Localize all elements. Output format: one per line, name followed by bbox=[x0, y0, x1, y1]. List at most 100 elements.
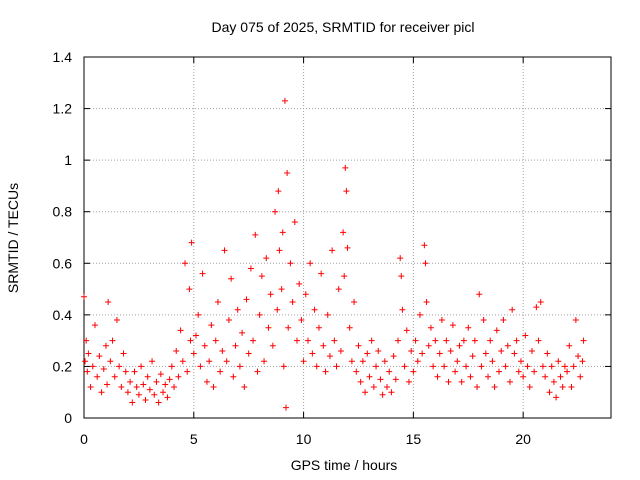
data-point-marker bbox=[410, 368, 417, 375]
data-point-marker bbox=[471, 337, 478, 344]
data-point-marker bbox=[100, 366, 107, 373]
data-point-marker bbox=[84, 368, 91, 375]
data-point-marker bbox=[177, 327, 184, 334]
data-point-marker bbox=[153, 378, 160, 385]
data-point-marker bbox=[250, 337, 257, 344]
data-point-marker bbox=[168, 363, 175, 370]
x-tick-label: 15 bbox=[406, 431, 422, 447]
data-point-marker bbox=[179, 358, 186, 365]
data-point-marker bbox=[302, 291, 309, 298]
data-point-marker bbox=[496, 368, 503, 375]
data-point-marker bbox=[245, 350, 252, 357]
data-point-marker bbox=[441, 363, 448, 370]
data-point-marker bbox=[467, 373, 474, 380]
data-point-marker bbox=[171, 384, 178, 391]
data-point-marker bbox=[131, 368, 138, 375]
data-point-marker bbox=[463, 363, 470, 370]
data-point-marker bbox=[577, 373, 584, 380]
data-point-marker bbox=[384, 384, 391, 391]
data-point-marker bbox=[81, 293, 87, 300]
data-point-marker bbox=[219, 347, 226, 354]
data-point-marker bbox=[223, 358, 230, 365]
data-point-marker bbox=[203, 378, 210, 385]
data-point-marker bbox=[275, 188, 282, 195]
data-point-marker bbox=[460, 337, 467, 344]
data-point-marker bbox=[524, 363, 531, 370]
data-point-marker bbox=[337, 347, 344, 354]
data-point-marker bbox=[447, 347, 454, 354]
data-point-marker bbox=[579, 358, 586, 365]
data-point-marker bbox=[201, 342, 208, 349]
data-point-marker bbox=[151, 391, 158, 398]
y-tick-label: 0.6 bbox=[53, 255, 73, 271]
data-point-marker bbox=[160, 389, 167, 396]
y-tick-label: 0.8 bbox=[53, 204, 73, 220]
data-point-marker bbox=[82, 358, 89, 365]
data-point-marker bbox=[280, 363, 287, 370]
data-point-marker bbox=[373, 363, 380, 370]
data-point-marker bbox=[489, 358, 496, 365]
data-point-marker bbox=[118, 384, 125, 391]
data-point-marker bbox=[379, 391, 386, 398]
data-point-marker bbox=[190, 350, 197, 357]
y-axis-ticks: 0 0.2 0.4 0.6 0.8 1 1.2 1.4 bbox=[53, 49, 611, 426]
data-point-marker bbox=[320, 342, 327, 349]
data-point-marker bbox=[285, 324, 292, 331]
data-point-marker bbox=[258, 273, 265, 280]
data-point-marker bbox=[341, 273, 348, 280]
data-point-marker bbox=[187, 337, 194, 344]
data-point-marker bbox=[291, 219, 298, 226]
data-point-marker bbox=[482, 350, 489, 357]
data-point-marker bbox=[575, 353, 582, 360]
data-point-marker bbox=[553, 394, 560, 401]
data-point-marker bbox=[443, 337, 450, 344]
y-axis-label: SRMTID / TECUs bbox=[5, 183, 21, 293]
data-point-marker bbox=[105, 298, 112, 305]
data-point-marker bbox=[572, 317, 579, 324]
data-point-marker bbox=[528, 347, 535, 354]
data-point-marker bbox=[493, 327, 500, 334]
data-point-marker bbox=[188, 239, 195, 246]
data-point-marker bbox=[474, 384, 481, 391]
data-point-marker bbox=[421, 242, 428, 249]
data-point-marker bbox=[155, 399, 162, 406]
data-point-marker bbox=[381, 358, 388, 365]
data-point-marker bbox=[465, 324, 472, 331]
data-point-marker bbox=[500, 317, 507, 324]
data-point-marker bbox=[362, 389, 369, 396]
data-point-marker bbox=[397, 255, 404, 262]
data-point-marker bbox=[504, 342, 511, 349]
data-point-marker bbox=[480, 317, 487, 324]
data-point-marker bbox=[287, 260, 294, 267]
data-point-marker bbox=[274, 306, 281, 313]
data-point-marker bbox=[436, 350, 443, 357]
data-point-marker bbox=[289, 298, 296, 305]
data-point-marker bbox=[557, 373, 564, 380]
data-point-marker bbox=[195, 311, 202, 318]
data-point-marker bbox=[357, 378, 364, 385]
data-point-marker bbox=[491, 384, 498, 391]
grid-lines bbox=[84, 57, 611, 418]
data-point-marker bbox=[432, 337, 439, 344]
data-point-marker bbox=[144, 373, 151, 380]
data-point-marker bbox=[140, 381, 147, 388]
x-tick-label: 10 bbox=[296, 431, 312, 447]
data-point-marker bbox=[283, 404, 290, 411]
data-point-marker bbox=[232, 342, 239, 349]
data-point-marker bbox=[272, 208, 279, 215]
data-point-marker bbox=[487, 337, 494, 344]
data-point-marker bbox=[566, 342, 573, 349]
data-point-marker bbox=[335, 286, 342, 293]
data-point-marker bbox=[509, 306, 516, 313]
data-point-marker bbox=[182, 260, 189, 267]
data-point-marker bbox=[281, 97, 288, 104]
data-point-marker bbox=[307, 260, 314, 267]
data-point-marker bbox=[230, 373, 237, 380]
data-point-marker bbox=[313, 363, 320, 370]
data-point-marker bbox=[348, 358, 355, 365]
data-point-marker bbox=[96, 353, 103, 360]
data-point-marker bbox=[210, 384, 217, 391]
data-point-marker bbox=[456, 342, 463, 349]
data-point-marker bbox=[122, 368, 129, 375]
data-point-marker bbox=[531, 368, 538, 375]
